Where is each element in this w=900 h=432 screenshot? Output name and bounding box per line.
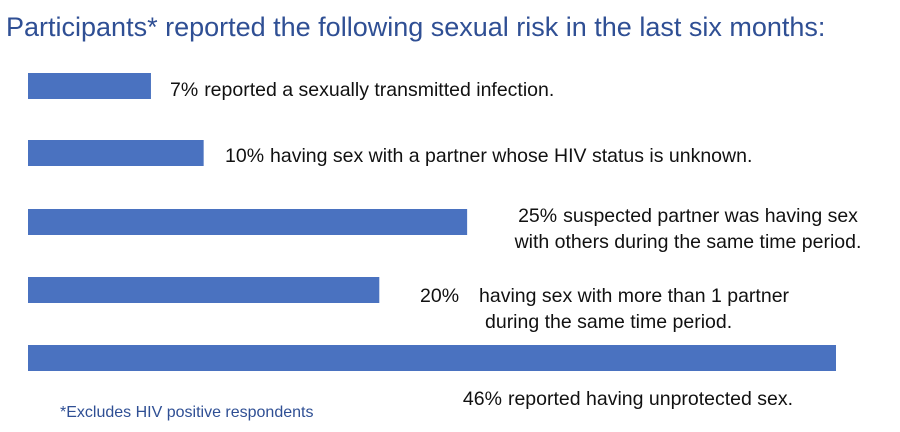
category-line: reported having unprotected sex. xyxy=(508,388,793,410)
category-line: having sex with more than 1 partner xyxy=(479,285,790,307)
category-line: during the same time period. xyxy=(485,311,732,333)
bar-label: 7% reported a sexually transmitted infect… xyxy=(170,79,554,101)
bar xyxy=(28,140,204,166)
category-label: having sex with more than 1 partner durin… xyxy=(479,285,790,333)
value-label: 25% xyxy=(518,205,557,227)
bar-label: 46% reported having unprotected sex. xyxy=(463,388,793,410)
category-label: having sex with a partner whose HIV stat… xyxy=(270,145,752,167)
chart-title: Participants* reported the following sex… xyxy=(6,12,825,42)
bar xyxy=(28,73,151,99)
value-label: 46% xyxy=(463,388,502,410)
bar-label: 10% having sex with a partner whose HIV s… xyxy=(225,145,752,167)
bar-label: 20% having sex with more than 1 partner du… xyxy=(420,285,790,333)
category-label: suspected partner was having sex with oth… xyxy=(514,205,862,253)
bar xyxy=(28,345,836,371)
category-line: reported a sexually transmitted infectio… xyxy=(204,79,554,101)
category-line: with others during the same time period. xyxy=(514,231,862,253)
category-label: reported having unprotected sex. xyxy=(508,388,793,410)
value-label: 7% xyxy=(170,79,198,101)
bar xyxy=(28,277,380,303)
bar-label: 25% suspected partner was having sex with … xyxy=(514,205,862,253)
value-label: 10% xyxy=(225,145,264,167)
category-label: reported a sexually transmitted infectio… xyxy=(204,79,554,101)
category-line: suspected partner was having sex xyxy=(563,205,858,227)
bar xyxy=(28,209,468,235)
category-line: having sex with a partner whose HIV stat… xyxy=(270,145,752,167)
value-label: 20% xyxy=(420,285,459,307)
footnote: *Excludes HIV positive respondents xyxy=(60,404,313,421)
